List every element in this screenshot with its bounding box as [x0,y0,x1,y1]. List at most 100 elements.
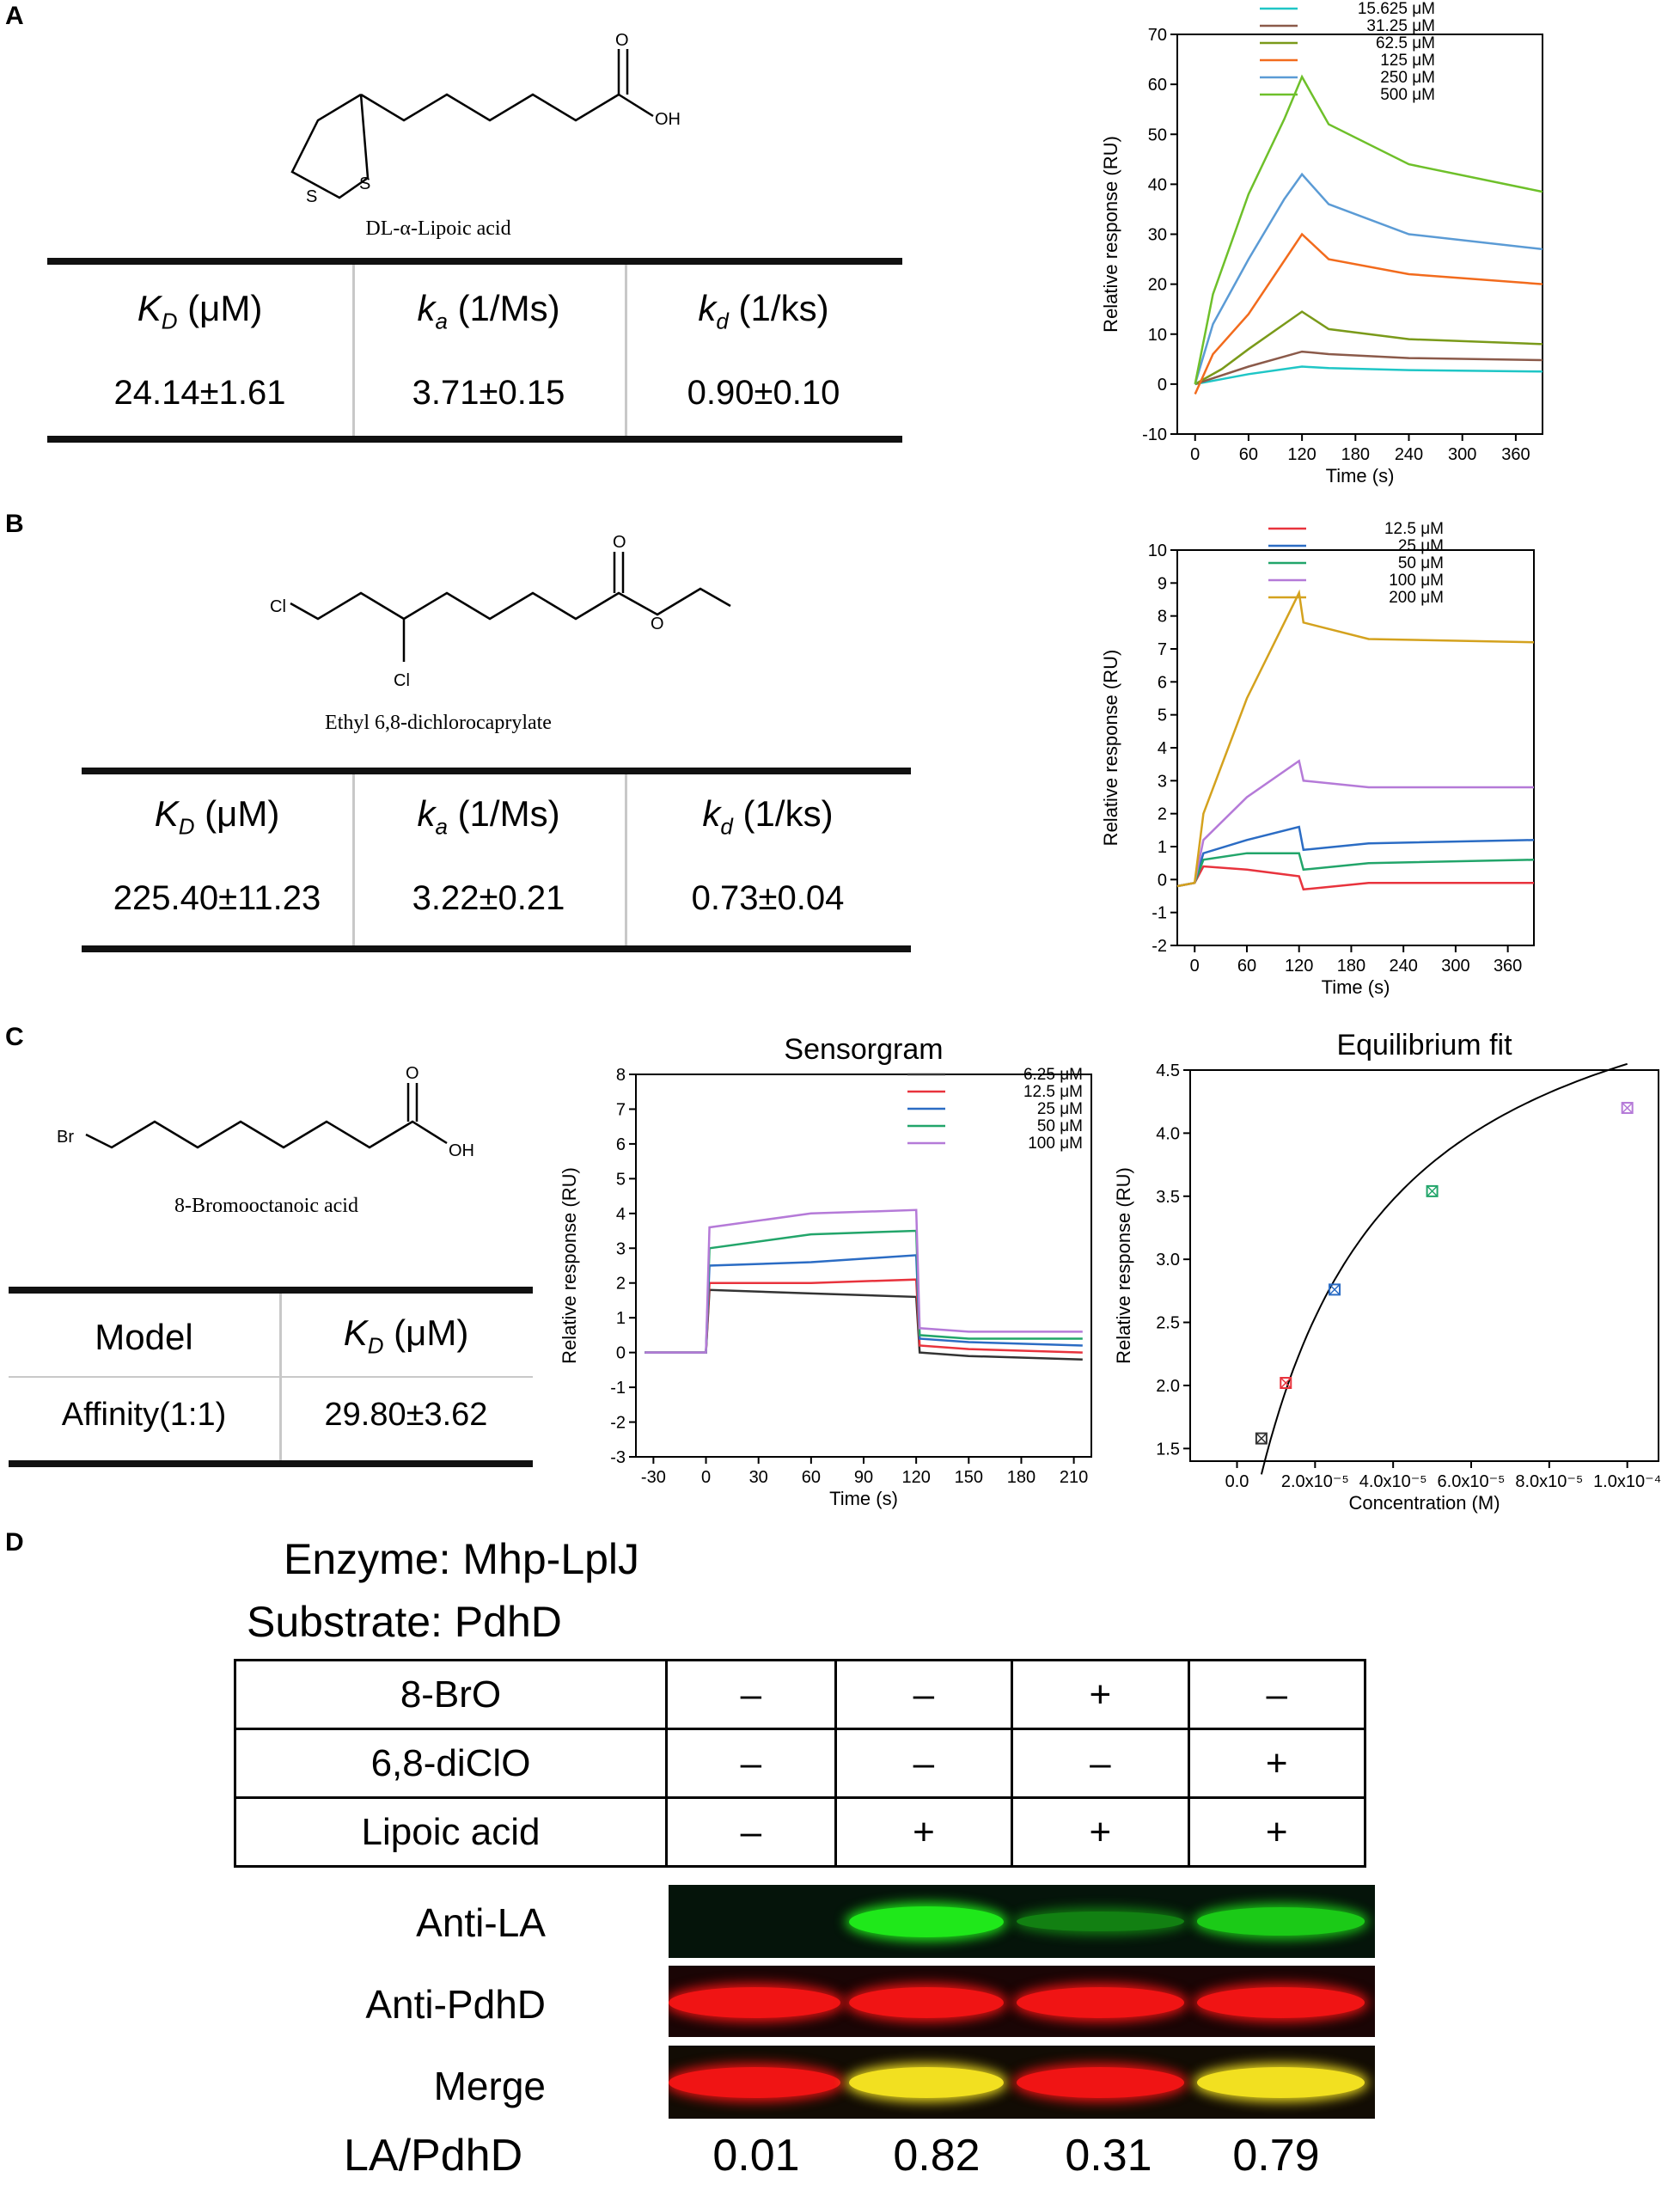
data-point [1621,1102,1634,1115]
ratio-value: 0.79 [1232,2131,1320,2181]
y-tick-label: 2.5 [1156,1314,1180,1333]
y-tick-label: 40 [1148,175,1167,194]
x-tick-label: 120 [901,1468,930,1487]
molecule-name-c: 8-Bromooctanoic acid [174,1195,358,1217]
y-axis-label: Relative response (RU) [1100,136,1121,333]
plot-frame [1176,34,1543,435]
plot-frame [1189,1069,1659,1462]
atom-br: Br [57,1128,74,1147]
y-axis-label: Relative response (RU) [1100,650,1121,847]
y-tick-label: 0 [1158,871,1167,890]
x-tick-label: 30 [749,1468,768,1487]
y-tick-label: 4 [616,1205,626,1224]
chart-c-sensorgram: -30 0 30 60 90 120 150 180 210 -3 -2 -1 0 1 2 3 4 5 6 7 8 Tim… [559,1033,1092,1509]
y-tick-label: 30 [1148,226,1167,245]
dichlorocaprylate-structure: Cl Cl O O [270,533,731,690]
header-kd: KD (μM) [137,288,263,334]
x-tick-label: 240 [1395,445,1423,464]
chart-title: Sensorgram [784,1033,943,1066]
ratio-value: 0.01 [712,2131,800,2181]
chart-title: Equilibrium fit [1336,1029,1512,1061]
fit-curve [1260,1062,1628,1475]
sign-cell: – [1187,1659,1367,1730]
y-tick-label: 1.5 [1156,1440,1180,1459]
atom-oh: OH [449,1141,474,1160]
x-tick-label: 180 [1007,1468,1035,1487]
y-tick-label: 20 [1148,276,1167,295]
x-tick-label: 240 [1389,957,1417,976]
table-row: 8-BrO – – + – [234,1659,1367,1730]
affinity-table-c: Model KD (μM) Affinity(1:1) 29.80±3.62 [9,1287,533,1467]
data-point [1426,1184,1439,1197]
y-tick-label: 50 [1148,125,1167,144]
atom-s2: S [359,174,370,193]
series-line [1194,310,1543,385]
y-tick-label: 8 [1158,608,1167,627]
x-tick-label: -30 [641,1468,666,1487]
legend-label: 25 μM [1398,537,1444,555]
series-line [1194,232,1543,395]
ratio-value: 0.31 [1065,2131,1152,2181]
y-tick-label: 10 [1148,326,1167,345]
y-tick-label: 8 [616,1066,626,1085]
enzyme-label: Enzyme: Mhp-LplJ [284,1535,640,1583]
ratio-value: 0.82 [893,2131,981,2181]
value-model: Affinity(1:1) [61,1397,227,1433]
legend-label: 6.25 μM [1023,1066,1083,1084]
sign-cell: + [1011,1796,1190,1868]
y-tick-label: 3.5 [1156,1188,1180,1207]
atom-o2: O [651,615,664,633]
series-line [1176,865,1534,891]
sign-cell: – [665,1659,837,1730]
header-kd: KD (μM) [343,1312,469,1359]
blot-label-merge: Merge [433,2064,546,2108]
row-label: Lipoic acid [234,1796,668,1868]
y-tick-label: -10 [1142,425,1167,444]
y-tick-label: 2.0 [1156,1377,1180,1396]
y-axis-label: Relative response (RU) [559,1167,580,1364]
y-tick-label: 0 [616,1344,626,1363]
header-kd: KD (μM) [154,793,280,840]
x-tick-label: 60 [1239,445,1258,464]
row-label: 6,8-diClO [234,1728,668,1799]
x-tick-label: 300 [1441,957,1469,976]
western-blot-anti-pdhd [669,1966,1375,2037]
treatment-table: 8-BrO – – + – 6,8-diClO – – – + Lipoic a… [234,1659,1367,1868]
blot-band [1017,1986,1184,2018]
blot-band [1197,1986,1365,2018]
blot-band [669,1986,840,2018]
y-tick-label: 4.5 [1156,1061,1180,1080]
kinetics-table-a: KD (μM) ka (1/Ms) kd (1/ks) 24.14±1.61 3… [47,258,902,443]
kinetics-table-b: KD (μM) ka (1/Ms) kd (1/ks) 225.40±11.23… [82,768,911,952]
data-point-cross [1329,1283,1341,1295]
blot-band [1197,1907,1365,1936]
series-line [1176,589,1535,888]
plot-frame [635,1074,1092,1458]
x-tick-label: 1.0x10⁻⁴ [1593,1472,1661,1491]
data-point-cross [1255,1433,1268,1445]
x-tick-label: 360 [1494,957,1522,976]
data-point-cross [1426,1185,1439,1197]
y-tick-label: 6 [1158,673,1167,692]
blot-label-anti-pdhd: Anti-PdhD [365,1982,546,2027]
value-kd: 225.40±11.23 [113,879,321,917]
y-tick-label: 60 [1148,76,1167,95]
molecule-name-a: DL-α-Lipoic acid [365,217,511,240]
y-tick-label: 6 [616,1135,626,1154]
value-kd: 24.14±1.61 [113,374,286,412]
blot-band [669,2066,840,2098]
sign-cell: – [665,1796,837,1868]
sign-cell: – [834,1728,1014,1799]
blot-band [849,2066,1004,2098]
western-blot-anti-la [669,1885,1375,1958]
blot-band [849,1986,1004,2018]
legend-label: 62.5 μM [1376,34,1435,52]
x-tick-label: 4.0x10⁻⁵ [1359,1472,1427,1491]
chart-d-equilibrium-fit: 0.0 2.0x10⁻⁵ 4.0x10⁻⁵ 6.0x10⁻⁵ 8.0x10⁻⁵ 1.0x1… [1113,1029,1661,1514]
legend-label: 50 μM [1398,554,1444,572]
y-tick-label: -1 [610,1379,626,1398]
legend-label: 100 μM [1028,1135,1083,1153]
series-line [1194,74,1543,385]
table-row: 6,8-diClO – – – + [234,1728,1367,1799]
atom-o1: O [613,533,626,552]
